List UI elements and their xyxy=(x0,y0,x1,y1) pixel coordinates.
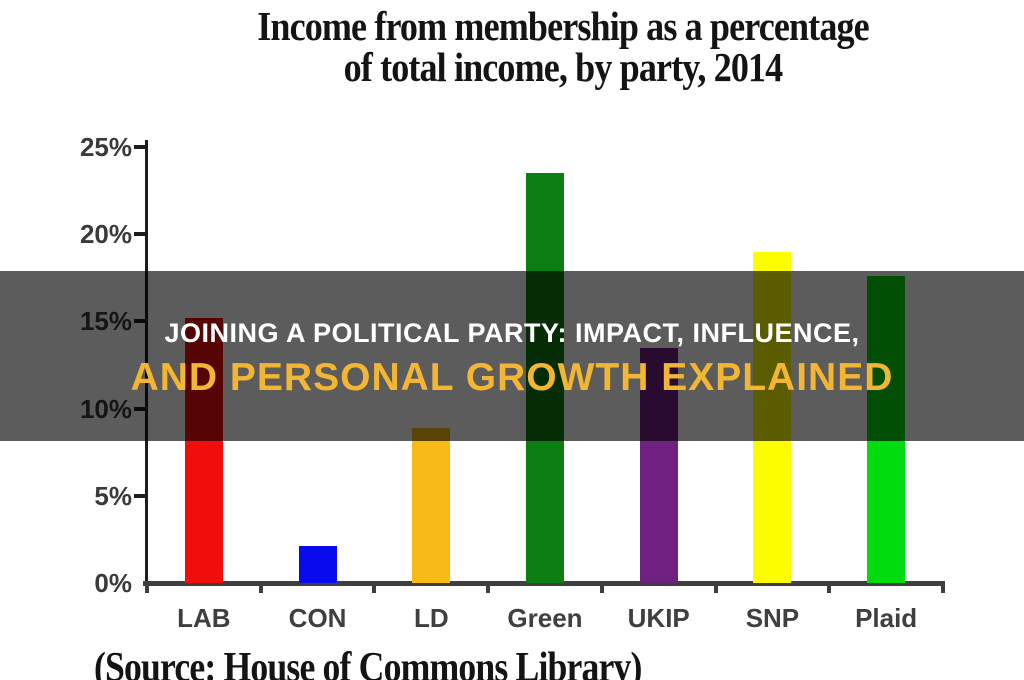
banner-overlay: JOINING A POLITICAL PARTY: IMPACT, INFLU… xyxy=(0,271,1024,441)
bar-LD xyxy=(412,427,451,583)
y-axis-tick xyxy=(134,145,147,149)
banner-line-2: AND PERSONAL GROWTH EXPLAINED xyxy=(130,356,894,399)
x-category-label-LD: LD xyxy=(413,603,449,633)
x-axis-tick xyxy=(258,584,263,593)
y-tick-label: 0% xyxy=(94,568,132,598)
chart-title-line-1: Income from membership as a percentage xyxy=(257,3,869,49)
bar-CON xyxy=(298,546,337,583)
x-axis-tick xyxy=(372,584,377,593)
x-axis-tick xyxy=(599,584,604,593)
x-axis-tick xyxy=(941,584,945,593)
y-axis-tick xyxy=(134,493,147,498)
x-axis xyxy=(143,581,945,586)
x-category-label-SNP: SNP xyxy=(745,603,800,633)
x-category-label-Plaid: Plaid xyxy=(855,603,918,633)
x-axis-tick xyxy=(486,584,491,593)
x-axis-tick xyxy=(713,584,718,593)
x-category-label-UKIP: UKIP xyxy=(627,603,690,633)
y-tick-label: 5% xyxy=(94,480,132,511)
banner-line-1: JOINING A POLITICAL PARTY: IMPACT, INFLU… xyxy=(164,318,860,348)
x-axis-tick xyxy=(827,584,832,593)
x-category-label-CON: CON xyxy=(288,603,347,633)
x-category-label-LAB: LAB xyxy=(177,603,231,633)
x-axis-tick xyxy=(145,584,149,593)
x-category-label-Green: Green xyxy=(507,603,583,633)
chart-title-line-2: of total income, by party, 2014 xyxy=(343,44,784,90)
y-tick-label: 25% xyxy=(79,132,132,162)
y-axis-tick xyxy=(134,232,147,237)
chart-title: Income from membership as a percentage o… xyxy=(157,6,968,88)
source-note: (Source: House of Commons Library) xyxy=(94,645,642,680)
y-tick-label: 20% xyxy=(79,219,132,250)
